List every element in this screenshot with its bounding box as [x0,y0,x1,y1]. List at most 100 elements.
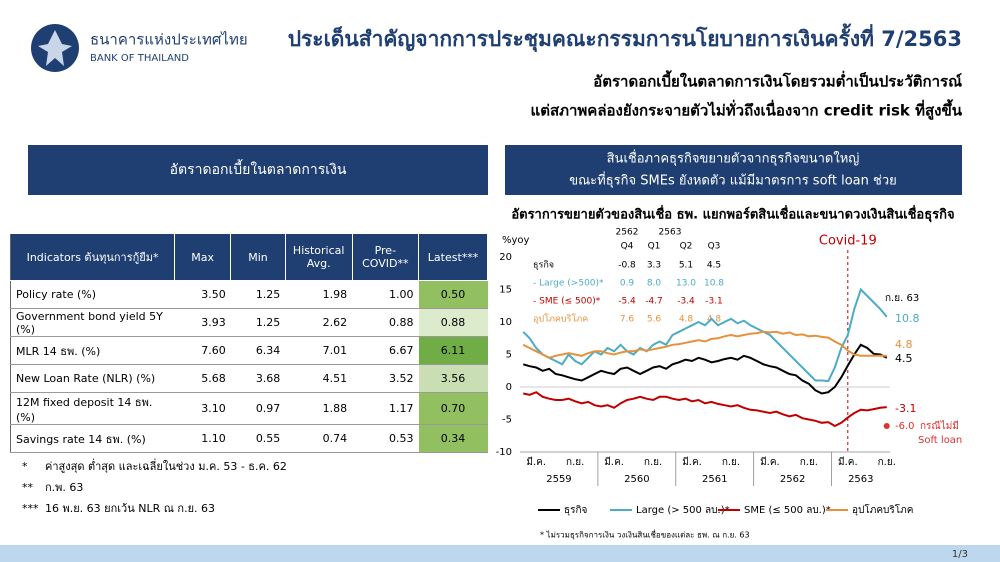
x-tick-label: มี.ค. [760,456,780,468]
series-line [523,391,887,428]
inset-value: 10.8 [704,279,724,289]
inset-quarter: Q1 [648,242,661,252]
year-label: 2559 [546,474,571,485]
column-header: Historical Avg. [284,233,353,281]
bank-name-en: BANK OF THAILAND [90,53,189,64]
y-axis-label: %yoy [502,235,530,246]
bank-name-th: ธนาคารแห่งประเทศไทย [90,31,248,49]
y-tick-label: 10 [499,317,512,328]
panel-heading-text: สินเชื่อภาคธุรกิจขยายตัวจากธุรกิจขนาดใหญ… [607,150,860,167]
x-tick-label: มี.ค. [604,456,624,468]
inset-value: 4.5 [707,261,721,271]
x-tick-label: มี.ค. [682,456,702,468]
year-label: 2561 [702,474,727,485]
table-cell: 3.93 [174,308,231,337]
x-tick-label: ก.ย. [566,457,584,468]
y-tick-label: -5 [502,415,512,426]
table-row: Policy rate (%) 3.50 1.25 1.98 1.00 0.50 [9,280,488,309]
covid-label: Covid-19 [819,234,877,249]
column-header: Max [174,233,232,281]
inset-quarter: Q2 [680,242,693,252]
table-cell: Government bond yield 5Y (%) [9,308,175,337]
y-tick-label: 15 [499,285,512,296]
table-cell: 7.60 [174,336,231,365]
table-cell: 1.98 [285,280,353,309]
table-cell: 3.68 [230,364,286,393]
inset-value: 4.8 [679,315,694,325]
x-tick-label: มี.ค. [838,456,858,468]
table-row: New Loan Rate (NLR) (%) 5.68 3.68 4.51 3.52 3… [9,364,488,393]
series-line [522,343,888,395]
legend-label: SME (≤ 500 ลบ.)* [744,505,831,516]
note-text: 16 พ.ย. 63 ยกเว้น NLR ณ ก.ย. 63 [45,502,215,515]
x-tick-label: ก.ย. [878,457,896,468]
chart-footnote: * ไม่รวมธุรกิจการเงิน วงเงินสินเชื่อของแ… [540,529,750,540]
table-cell: 0.55 [230,424,286,453]
table-cell: 1.00 [352,280,419,309]
table-cell: 5.68 [174,364,231,393]
table-cell: 6.11 [418,336,488,365]
inset-value: -4.7 [645,297,663,307]
logo-emblem [38,30,72,66]
table-row: Savings rate 14 ธพ. (%) 1.10 0.55 0.74 0.53 0… [9,424,488,453]
table-cell: 12M fixed deposit 14 ธพ. (%) [9,392,175,425]
table-cell: 3.56 [418,364,488,393]
end-value-label: 4.8 [895,338,913,351]
header-row: Indicators ต้นทุนการกู้ยืม* Max Min Histori… [9,233,488,281]
inset-value: 0.9 [620,279,635,289]
no-soft-loan-point [883,423,890,429]
end-value-label: 4.5 [895,352,913,365]
table-cell: 1.10 [174,424,231,453]
inset-value: -0.8 [618,261,636,271]
x-tick-label: ก.ย. [644,457,662,468]
inset-value: -3.1 [705,297,723,307]
inset-value: 5.1 [679,261,693,271]
year-label: 2562 [780,474,805,485]
chart-title: อัตราการขยายตัวของสินเชื่อ ธพ. แยกพอร์ตส… [511,205,954,223]
column-header: Min [230,233,286,281]
panel-heading-text: ขณะที่ธุรกิจ SMEs ยังหดตัว แม้มีมาตรการ … [569,172,897,189]
footer-bar [0,545,1000,562]
rates-table: Indicators ต้นทุนการกู้ยืม* Max Min Histori… [9,233,488,453]
inset-value: -5.4 [618,297,636,307]
table-cell: 0.50 [418,280,488,309]
inset-value: -3.4 [677,297,695,307]
legend-label: Large (> 500 ลบ.)* [636,505,730,516]
inset-value: 13.0 [676,279,696,289]
x-tick-label: มี.ค. [526,456,546,468]
column-header: Latest*** [418,233,488,281]
table-cell: 3.10 [174,392,231,425]
column-header: Indicators ต้นทุนการกู้ยืม* [9,233,176,281]
inset-row-label: - Large (>500)* [533,279,604,289]
inset-quarter: Q3 [708,242,721,252]
table-cell: 3.52 [352,364,419,393]
legend-label: อุปโภคบริโภค [852,503,913,516]
y-tick-label: -10 [496,447,512,458]
inset-quarter: Q4 [621,242,634,252]
no-soft-loan-value: -6.0 [895,421,915,432]
table-cell: 6.67 [352,336,419,365]
note-mark: * [22,460,28,473]
table-cell: Savings rate 14 ธพ. (%) [9,424,175,453]
year-label: 2563 [848,474,873,485]
table-cell: 0.88 [418,308,488,337]
table-cell: 2.62 [285,308,353,337]
inset-row-label: - SME (≤ 500)* [533,297,601,307]
y-tick-label: 20 [499,252,512,263]
table-cell: MLR 14 ธพ. (%) [9,336,175,365]
inset-row-label: ธุรกิจ [533,260,554,271]
inset-value: 3.3 [647,261,661,271]
table-cell: 1.25 [230,280,286,309]
page-number: 1/3 [952,549,968,560]
table-cell: 1.88 [285,392,353,425]
y-tick-label: 5 [506,350,512,361]
table-cell: 0.70 [418,392,488,425]
panel-heading [505,145,962,195]
subtitle: อัตราดอกเบี้ยในตลาดการเงินโดยรวมต่ำเป็นป… [593,70,962,91]
inset-value: 8.0 [647,279,662,289]
panel-heading [28,145,488,195]
legend-label: ธุรกิจ [564,505,588,516]
table-row: 12M fixed deposit 14 ธพ. (%) 3.10 0.97 1.88… [9,392,488,425]
